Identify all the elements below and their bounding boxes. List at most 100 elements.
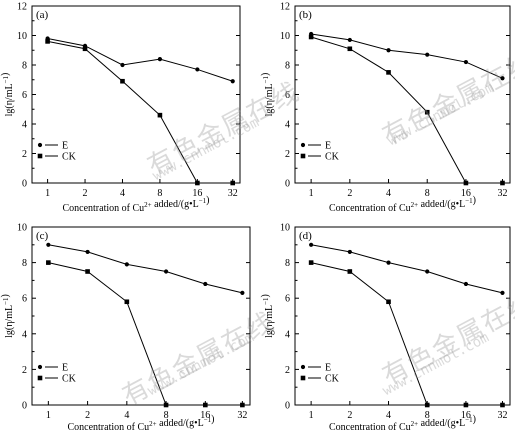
series-point-ck bbox=[230, 180, 236, 186]
x-axis-title: Concentration of Cu2+ added/(g•L−1) bbox=[329, 414, 476, 433]
series-point-e bbox=[120, 62, 125, 68]
legend-item-ck: CK bbox=[37, 374, 77, 385]
series-point-e bbox=[425, 52, 430, 57]
x-tick-label: 8 bbox=[164, 410, 169, 421]
series-point-ck bbox=[308, 34, 314, 40]
x-tick-label: 1 bbox=[45, 188, 50, 199]
series-point-e bbox=[386, 48, 391, 53]
y-tick-label: 10 bbox=[280, 223, 290, 234]
series-point-e bbox=[347, 249, 352, 255]
y-tick-label: 6 bbox=[22, 294, 27, 305]
y-tick-label: 4 bbox=[22, 329, 27, 340]
y-tick-label: 10 bbox=[17, 223, 27, 234]
x-tick-label: 8 bbox=[425, 410, 430, 421]
legend-label: E bbox=[325, 363, 331, 374]
x-axis-title: Concentration of Cu2+ added/(g•L−1) bbox=[329, 195, 476, 214]
series-point-ck bbox=[120, 78, 125, 84]
legend-label: E bbox=[62, 363, 68, 374]
x-tick-label: 16 bbox=[461, 188, 471, 199]
series-point-ck bbox=[240, 402, 245, 408]
x-tick-label: 2 bbox=[347, 410, 352, 421]
series-line-e bbox=[311, 244, 503, 294]
y-tick-label: 12 bbox=[17, 2, 27, 13]
x-tick-label: 1 bbox=[309, 410, 314, 421]
series-point-e bbox=[163, 269, 169, 274]
legend-marker-ck bbox=[37, 153, 43, 159]
series-point-e bbox=[500, 290, 505, 295]
series-line-e bbox=[311, 33, 503, 79]
y-tick-label: 12 bbox=[280, 2, 290, 13]
series-point-ck bbox=[463, 180, 469, 186]
legend-marker-ck bbox=[300, 375, 306, 381]
legend-item-ck: CK bbox=[37, 152, 77, 163]
x-tick-label: 4 bbox=[386, 188, 391, 199]
x-tick-label: 4 bbox=[120, 188, 125, 199]
series-line-ck bbox=[311, 262, 503, 406]
y-tick-label: 2 bbox=[22, 149, 27, 160]
series-point-ck bbox=[386, 299, 391, 305]
series-point-ck bbox=[203, 402, 208, 408]
legend-item-ck: CK bbox=[300, 152, 340, 163]
series-point-e bbox=[46, 242, 51, 247]
legend-label: CK bbox=[62, 374, 77, 385]
series-point-e bbox=[309, 242, 314, 247]
series-point-ck bbox=[347, 46, 353, 52]
legend-label: E bbox=[62, 141, 68, 152]
legend-marker-e bbox=[37, 364, 43, 370]
legend-label: E bbox=[325, 141, 331, 152]
legend-marker-e bbox=[37, 142, 43, 148]
y-tick-label: 0 bbox=[22, 179, 27, 190]
legend-label: CK bbox=[325, 374, 340, 385]
x-tick-label: 1 bbox=[46, 410, 51, 421]
series-point-ck bbox=[157, 112, 163, 118]
x-axis-title: Concentration of Cu2+ added/(g•L−1) bbox=[67, 414, 214, 433]
x-tick-label: 32 bbox=[497, 410, 507, 421]
y-axis-title: lg(η/mL−1) bbox=[260, 294, 275, 338]
legend-item-e: E bbox=[37, 141, 68, 152]
series-point-ck bbox=[45, 39, 50, 44]
y-tick-label: 2 bbox=[22, 365, 27, 376]
panel-label: (b) bbox=[299, 9, 312, 21]
series-point-ck bbox=[424, 402, 430, 408]
y-tick-label: 4 bbox=[285, 120, 290, 131]
series-line-ck bbox=[310, 36, 503, 184]
series-point-e bbox=[240, 290, 245, 295]
legend-marker-ck bbox=[300, 153, 306, 159]
y-tick-label: 8 bbox=[22, 258, 27, 269]
panel-label: (d) bbox=[299, 230, 312, 242]
y-tick-label: 10 bbox=[17, 31, 27, 42]
series-point-ck bbox=[82, 46, 88, 52]
x-tick-label: 8 bbox=[425, 188, 430, 199]
series-point-ck bbox=[46, 260, 51, 265]
series-line-ck bbox=[48, 262, 243, 406]
series-point-e bbox=[85, 249, 90, 255]
x-tick-label: 32 bbox=[237, 410, 247, 421]
x-tick-label: 2 bbox=[347, 188, 352, 199]
series-point-e bbox=[425, 269, 430, 274]
y-tick-label: 0 bbox=[285, 179, 290, 190]
y-tick-label: 6 bbox=[285, 294, 290, 305]
series-point-e bbox=[386, 260, 391, 265]
legend-item-e: E bbox=[37, 363, 68, 374]
y-tick-label: 4 bbox=[22, 120, 27, 131]
x-tick-label: 16 bbox=[192, 188, 202, 199]
series-point-ck bbox=[463, 402, 469, 408]
y-tick-label: 2 bbox=[285, 365, 290, 376]
y-tick-label: 6 bbox=[285, 90, 290, 101]
series-line-e bbox=[47, 37, 233, 82]
y-tick-label: 4 bbox=[285, 329, 290, 340]
y-axis-title: lg(η/mL−1) bbox=[0, 73, 15, 117]
y-axis-title: lg(η/mL−1) bbox=[260, 73, 275, 117]
series-point-ck bbox=[163, 402, 169, 408]
y-axis-title: lg(η/mL−1) bbox=[0, 294, 15, 338]
series-point-e bbox=[157, 57, 163, 62]
legend-label: CK bbox=[325, 152, 340, 163]
series-point-ck bbox=[424, 109, 430, 115]
series-point-e bbox=[463, 281, 469, 287]
legend-item-e: E bbox=[300, 141, 331, 152]
